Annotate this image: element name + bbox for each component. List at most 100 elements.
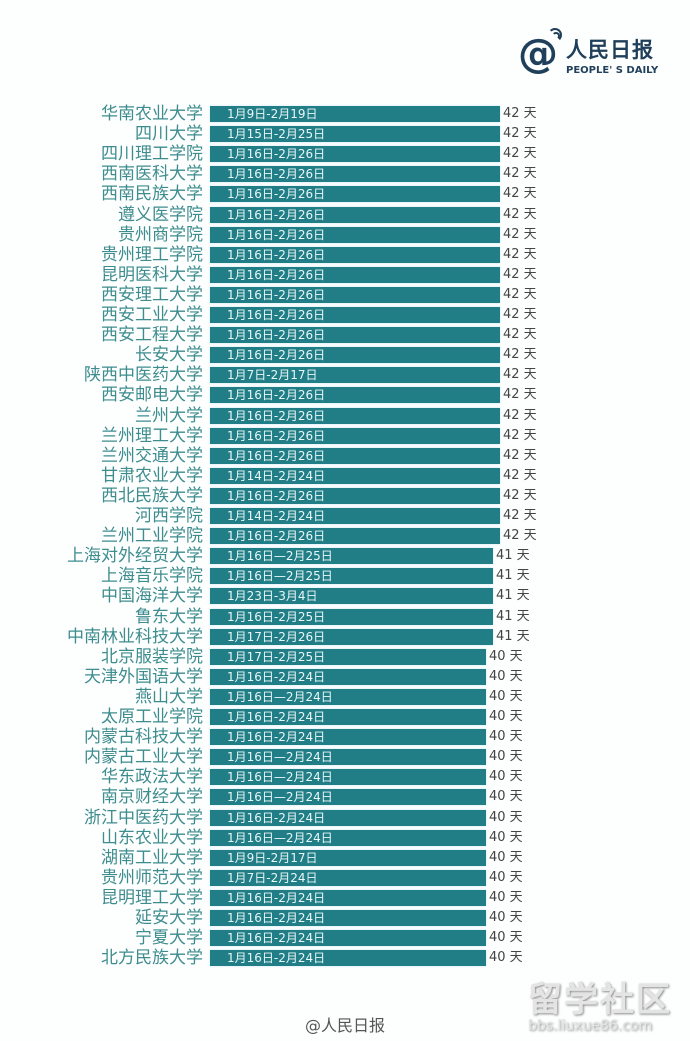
chart-row: 西安工业大学 1月16日-2月26日 42 天	[0, 305, 690, 325]
category-label: 贵州师范大学	[101, 867, 203, 888]
chart-row: 中南林业科技大学 1月17日-2月26日 41 天	[0, 627, 690, 647]
date-range-label: 1月16日-2月26日	[227, 167, 326, 182]
category-label: 内蒙古工业大学	[84, 747, 203, 768]
value-label: 42 天	[503, 347, 537, 363]
category-label: 兰州工业学院	[101, 526, 203, 547]
chart-row: 西安理工大学 1月16日-2月26日 42 天	[0, 285, 690, 305]
bar: 1月16日—2月24日	[210, 688, 486, 705]
value-label: 42 天	[503, 206, 537, 222]
category-label: 中南林业科技大学	[67, 626, 203, 647]
value-label: 41 天	[496, 548, 530, 564]
value-label: 42 天	[503, 367, 537, 383]
date-range-label: 1月17日-2月26日	[227, 629, 326, 644]
category-label: 延安大学	[135, 908, 203, 928]
date-range-label: 1月16日-2月24日	[227, 911, 326, 925]
bar: 1月23日-3月4日	[210, 588, 493, 605]
bar: 1月17日-2月26日	[210, 628, 493, 645]
category-label: 兰州理工大学	[101, 425, 203, 446]
category-label: 兰州交通大学	[101, 445, 203, 466]
peoples-daily-logo: @ 人民日报 PEOPLE' S DAILY	[518, 28, 683, 80]
value-label: 42 天	[503, 387, 537, 403]
bar: 1月16日—2月25日	[210, 548, 493, 565]
chart-row: 兰州交通大学 1月16日-2月26日 42 天	[0, 446, 690, 466]
bar: 1月16日-2月24日	[210, 729, 486, 746]
bar: 1月16日-2月24日	[210, 950, 486, 967]
category-label: 天津外国语大学	[84, 666, 203, 687]
bar: 1月15日-2月25日	[210, 126, 500, 143]
chart-row: 西安工程大学 1月16日-2月26日 42 天	[0, 325, 690, 345]
chart-row: 延安大学 1月16日-2月24日 40 天	[0, 908, 690, 928]
date-range-label: 1月16日-2月24日	[227, 890, 326, 905]
category-label: 西南医科大学	[101, 164, 203, 185]
chart-row: 贵州师范大学 1月7日-2月24日 40 天	[0, 868, 690, 888]
chart-row: 中国海洋大学 1月23日-3月4日 41 天	[0, 586, 690, 606]
category-label: 西南民族大学	[101, 184, 203, 205]
value-label: 42 天	[503, 327, 537, 343]
category-label: 四川理工学院	[101, 144, 203, 165]
category-label: 长安大学	[135, 345, 203, 366]
date-range-label: 1月16日-2月26日	[227, 207, 326, 222]
category-label: 河西学院	[135, 506, 203, 526]
chart-row: 河西学院 1月14日-2月24日 42 天	[0, 506, 690, 526]
category-label: 宁夏大学	[135, 928, 203, 949]
category-label: 华南农业大学	[101, 104, 203, 124]
value-label: 40 天	[489, 789, 523, 805]
chart-row: 北方民族大学 1月16日-2月24日 40 天	[0, 948, 690, 968]
chart-row: 北京服装学院 1月17日-2月25日 40 天	[0, 647, 690, 667]
bar: 1月16日-2月26日	[210, 447, 500, 464]
bar: 1月16日-2月26日	[210, 166, 500, 183]
watermark-url: bbs.liuxue86.com	[528, 1018, 653, 1034]
date-range-label: 1月16日—2月25日	[227, 549, 333, 564]
category-label: 上海音乐学院	[101, 566, 203, 587]
category-label: 中国海洋大学	[101, 586, 203, 607]
bar: 1月16日—2月24日	[210, 829, 486, 846]
chart-row: 四川大学 1月15日-2月25日 42 天	[0, 124, 690, 144]
category-label: 昆明理工大学	[101, 887, 203, 908]
chart-row: 西南民族大学 1月16日-2月26日 42 天	[0, 184, 690, 204]
value-label: 42 天	[503, 307, 537, 322]
bar: 1月16日-2月26日	[210, 186, 500, 203]
category-label: 浙江中医药大学	[84, 807, 203, 828]
date-range-label: 1月16日-2月24日	[227, 669, 326, 684]
chart-row: 长安大学 1月16日-2月26日 42 天	[0, 345, 690, 365]
value-label: 42 天	[503, 166, 537, 182]
bar: 1月16日-2月24日	[210, 709, 486, 725]
bar: 1月16日—2月25日	[210, 568, 493, 585]
value-label: 40 天	[489, 950, 523, 966]
date-range-label: 1月16日-2月24日	[227, 931, 326, 946]
date-range-label: 1月16日-2月24日	[227, 730, 326, 745]
bar: 1月16日—2月24日	[210, 749, 486, 766]
bar: 1月16日-2月26日	[210, 286, 500, 303]
bar: 1月16日-2月26日	[210, 427, 500, 444]
bar: 1月16日-2月26日	[210, 146, 500, 163]
category-label: 华东政法大学	[101, 767, 203, 788]
site-watermark: 留学社区 bbs.liuxue86.com	[528, 982, 672, 1034]
value-label: 40 天	[489, 869, 523, 885]
value-label: 42 天	[503, 226, 537, 242]
category-label: 北方民族大学	[101, 948, 203, 969]
date-range-label: 1月15日-2月25日	[227, 127, 326, 142]
bar: 1月16日-2月26日	[210, 266, 500, 283]
value-label: 41 天	[496, 608, 530, 624]
bar: 1月9日-2月19日	[210, 106, 500, 122]
chart-row: 贵州理工学院 1月16日-2月26日 42 天	[0, 245, 690, 265]
chart-row: 华南农业大学 1月9日-2月19日 42 天	[0, 104, 690, 124]
date-range-label: 1月16日-2月26日	[227, 388, 326, 403]
date-range-label: 1月16日—2月24日	[227, 790, 333, 805]
value-label: 40 天	[489, 648, 523, 664]
date-range-label: 1月9日-2月17日	[227, 850, 318, 865]
bar: 1月14日-2月24日	[210, 467, 500, 484]
value-label: 42 天	[503, 266, 537, 282]
bar: 1月14日-2月24日	[210, 508, 500, 524]
bar: 1月16日-2月25日	[210, 608, 493, 625]
value-label: 42 天	[503, 186, 537, 202]
chart-row: 四川理工学院 1月16日-2月26日 42 天	[0, 144, 690, 164]
value-label: 42 天	[503, 508, 537, 523]
chart-row: 昆明医科大学 1月16日-2月26日 42 天	[0, 265, 690, 285]
value-label: 40 天	[489, 849, 523, 865]
bar: 1月17日-2月25日	[210, 648, 486, 665]
category-label: 鲁东大学	[135, 606, 203, 627]
chart-row: 兰州工业学院 1月16日-2月26日 42 天	[0, 526, 690, 546]
category-label: 西安工程大学	[101, 325, 203, 346]
bar: 1月9日-2月17日	[210, 849, 486, 866]
